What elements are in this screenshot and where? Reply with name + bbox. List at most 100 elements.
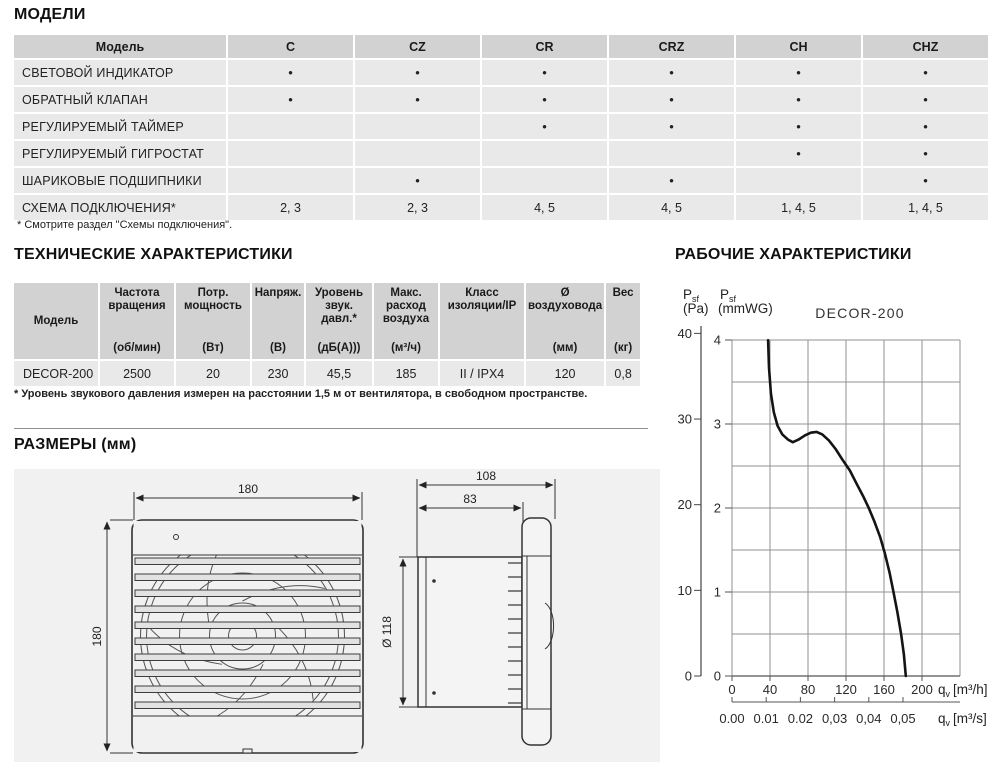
tech-col-header: Частота вращения (об/мин): [100, 283, 174, 359]
tick-label: 1: [714, 585, 721, 600]
screw-icon: [173, 534, 179, 540]
tick-label: 2: [714, 501, 721, 516]
feature-cell: [736, 168, 861, 193]
feature-cell: •: [482, 87, 607, 112]
tech-value: 0,8: [606, 361, 641, 386]
tick-label: 200: [911, 682, 933, 697]
tech-value: 45,5: [306, 361, 372, 386]
tick-label: 0,03: [822, 711, 847, 726]
feature-cell: •: [863, 114, 988, 139]
tech-col-header: Макс. расход воздуха (м³/ч): [374, 283, 438, 359]
feature-cell: •: [609, 60, 734, 85]
models-header-row: Модель C CZ CR CRZ CH CHZ: [14, 35, 988, 58]
feature-cell: [482, 168, 607, 193]
feature-cell: •: [609, 168, 734, 193]
tech-col-header: Модель: [14, 283, 98, 359]
feature-cell: 2, 3: [355, 195, 480, 220]
tech-col-header: Вес (кг): [606, 283, 641, 359]
chart-title: DECOR-200: [815, 305, 904, 321]
performance-chart: 0 1 2 3 4 0 10 20 30 40 0 40 80 120 160 200 0.00 0.01 0.02…: [665, 280, 1000, 766]
feature-label: ШАРИКОВЫЕ ПОДШИПНИКИ: [14, 168, 226, 193]
feature-cell: •: [863, 141, 988, 166]
dim-depth-duct: 83: [463, 492, 477, 506]
feature-label: СХЕМА ПОДКЛЮЧЕНИЯ*: [14, 195, 226, 220]
table-row: РЕГУЛИРУЕМЫЙ ГИГРОСТАТ • •: [14, 141, 988, 166]
models-col-header: Модель: [14, 35, 226, 58]
tick-label: 160: [873, 682, 895, 697]
tech-col-header: Потр. мощность (Вт): [176, 283, 250, 359]
dim-duct-diameter: Ø 118: [380, 616, 394, 648]
tick-label: 0,05: [890, 711, 915, 726]
x-axis-m3s-label: qv [m³/s]: [938, 711, 987, 728]
y-axis-pa-unit: (Pa): [683, 301, 709, 316]
feature-cell: •: [736, 60, 861, 85]
feature-cell: [355, 114, 480, 139]
section-title-working: РАБОЧИЕ ХАРАКТЕРИСТИКИ: [675, 246, 912, 263]
feature-cell: [355, 141, 480, 166]
feature-cell: [228, 141, 353, 166]
feature-cell: •: [355, 60, 480, 85]
tick-label: 40: [763, 682, 777, 697]
tech-footnote: * Уровень звукового давления измерен на …: [14, 388, 588, 400]
y-axis-pa-label: Psf: [683, 287, 700, 304]
table-row: ШАРИКОВЫЕ ПОДШИПНИКИ • • •: [14, 168, 988, 193]
feature-cell: •: [609, 114, 734, 139]
tech-value: 20: [176, 361, 250, 386]
feature-cell: •: [609, 87, 734, 112]
models-footnote: * Смотрите раздел "Схемы подключения".: [17, 219, 233, 231]
tick-label: 3: [714, 417, 721, 432]
feature-cell: •: [228, 87, 353, 112]
feature-cell: [228, 168, 353, 193]
feature-cell: •: [355, 87, 480, 112]
tech-value: II / IPX4: [440, 361, 524, 386]
tick-label: 4: [714, 333, 721, 348]
y-axis-mmwg-label: Psf: [720, 287, 737, 304]
models-col-header: CHZ: [863, 35, 988, 58]
tech-value: DECOR-200: [14, 361, 98, 386]
tech-value: 120: [526, 361, 605, 386]
divider: [14, 428, 648, 429]
tech-value: 185: [374, 361, 438, 386]
section-title-tech: ТЕХНИЧЕСКИЕ ХАРАКТЕРИСТИКИ: [14, 246, 293, 263]
feature-label: РЕГУЛИРУЕМЫЙ ТАЙМЕР: [14, 114, 226, 139]
feature-cell: [228, 114, 353, 139]
tech-table: Модель Частота вращения (об/мин) Потр. мо…: [12, 281, 642, 388]
tick-label: 0,04: [856, 711, 881, 726]
tick-label: 120: [835, 682, 857, 697]
table-row: РЕГУЛИРУЕМЫЙ ТАЙМЕР • • • •: [14, 114, 988, 139]
side-view-drawing: [399, 479, 556, 746]
feature-cell: •: [736, 114, 861, 139]
dim-front-height: 180: [90, 626, 104, 646]
tick-label: 0.01: [754, 711, 779, 726]
tick-label: 0.02: [788, 711, 813, 726]
feature-cell: 1, 4, 5: [863, 195, 988, 220]
dimension-drawings: 180 180: [90, 469, 556, 754]
tech-data-row: DECOR-200 2500 20 230 45,5 185 II / IPX4…: [14, 361, 641, 386]
models-col-header: CR: [482, 35, 607, 58]
feature-cell: 4, 5: [482, 195, 607, 220]
feature-cell: [609, 141, 734, 166]
feature-cell: •: [863, 168, 988, 193]
feature-label: РЕГУЛИРУЕМЫЙ ГИГРОСТАТ: [14, 141, 226, 166]
dimensions-panel: 180 180: [14, 469, 660, 762]
models-col-header: CRZ: [609, 35, 734, 58]
section-title-models: МОДЕЛИ: [14, 6, 86, 23]
table-row: СХЕМА ПОДКЛЮЧЕНИЯ* 2, 3 2, 3 4, 5 4, 5 1…: [14, 195, 988, 220]
dim-depth-total: 108: [476, 469, 496, 483]
performance-curve: [766, 338, 908, 678]
dim-front-width: 180: [238, 482, 258, 496]
tick-label: 30: [678, 412, 692, 427]
feature-cell: 1, 4, 5: [736, 195, 861, 220]
feature-label: ОБРАТНЫЙ КЛАПАН: [14, 87, 226, 112]
models-col-header: CZ: [355, 35, 480, 58]
feature-cell: •: [482, 114, 607, 139]
tech-header-row: Модель Частота вращения (об/мин) Потр. мо…: [14, 283, 641, 359]
models-table: Модель C CZ CR CRZ CH CHZ СВЕТОВОЙ ИНДИК…: [12, 33, 990, 222]
feature-cell: •: [863, 87, 988, 112]
models-col-header: CH: [736, 35, 861, 58]
tick-label: 80: [801, 682, 815, 697]
feature-label: СВЕТОВОЙ ИНДИКАТОР: [14, 60, 226, 85]
x-axis-m3h-label: qv [m³/h]: [938, 682, 988, 699]
tick-label: 20: [678, 497, 692, 512]
